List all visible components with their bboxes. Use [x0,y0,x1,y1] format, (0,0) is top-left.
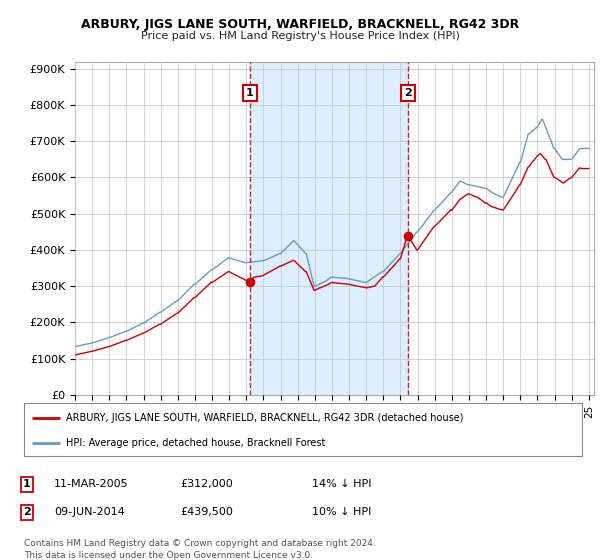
Text: £439,500: £439,500 [180,507,233,517]
Text: 14% ↓ HPI: 14% ↓ HPI [312,479,371,489]
Text: Contains HM Land Registry data © Crown copyright and database right 2024.
This d: Contains HM Land Registry data © Crown c… [24,539,376,559]
Text: Price paid vs. HM Land Registry's House Price Index (HPI): Price paid vs. HM Land Registry's House … [140,31,460,41]
Text: ARBURY, JIGS LANE SOUTH, WARFIELD, BRACKNELL, RG42 3DR (detached house): ARBURY, JIGS LANE SOUTH, WARFIELD, BRACK… [66,413,463,423]
Text: 1: 1 [23,479,31,489]
Text: 11-MAR-2005: 11-MAR-2005 [54,479,128,489]
Text: ARBURY, JIGS LANE SOUTH, WARFIELD, BRACKNELL, RG42 3DR: ARBURY, JIGS LANE SOUTH, WARFIELD, BRACK… [81,18,519,31]
Text: 09-JUN-2014: 09-JUN-2014 [54,507,125,517]
Text: 2: 2 [23,507,31,517]
Text: 10% ↓ HPI: 10% ↓ HPI [312,507,371,517]
Text: 1: 1 [245,88,253,98]
Text: HPI: Average price, detached house, Bracknell Forest: HPI: Average price, detached house, Brac… [66,438,325,448]
Text: 2: 2 [404,88,412,98]
Bar [250,62,408,395]
Text: £312,000: £312,000 [180,479,233,489]
